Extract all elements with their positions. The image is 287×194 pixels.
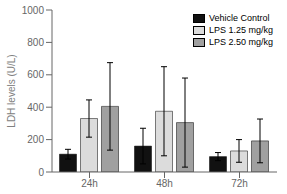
svg-text:72h: 72h (231, 178, 248, 189)
svg-text:0: 0 (38, 167, 44, 178)
svg-text:48h: 48h (156, 178, 173, 189)
svg-text:800: 800 (27, 37, 44, 48)
svg-text:1000: 1000 (22, 5, 45, 16)
svg-text:LDH levels (U/L): LDH levels (U/L) (6, 54, 17, 127)
html-text:LPS 2.50 mg/kg: LPS 2.50 mg/kg (209, 37, 273, 47)
svg-text:24h: 24h (81, 178, 98, 189)
svg-text:600: 600 (27, 69, 44, 80)
html-text:LPS 1.25 mg/kg: LPS 1.25 mg/kg (209, 25, 273, 35)
svg-text:400: 400 (27, 102, 44, 113)
svg-text:200: 200 (27, 134, 44, 145)
html-text:Vehicle Control: Vehicle Control (209, 13, 270, 23)
